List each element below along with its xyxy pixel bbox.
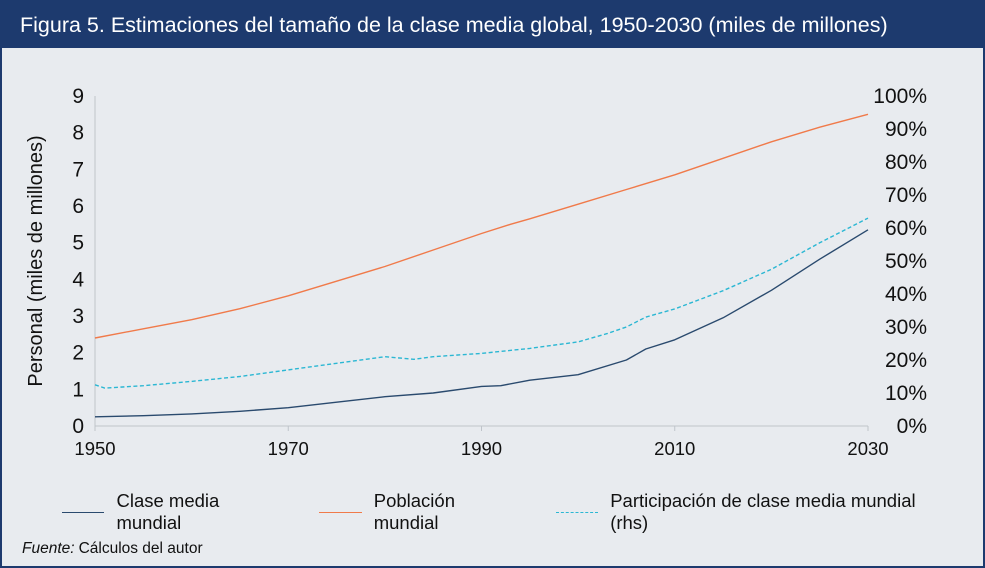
x-tick-label: 1990 — [461, 438, 502, 459]
legend: Clase media mundial Población mundial Pa… — [62, 490, 983, 534]
x-tick-label: 1950 — [74, 438, 115, 459]
legend-swatch-participacion — [555, 511, 599, 513]
legend-swatch-clase-media — [62, 511, 105, 513]
series-line-3 — [94, 217, 869, 389]
y2-tick-label: 80% — [885, 151, 927, 174]
y-tick-label: 7 — [72, 158, 84, 181]
source-note: Fuente: Cálculos del autor — [22, 540, 203, 558]
y2-tick-label: 20% — [885, 349, 927, 372]
line-chart: 01234567890%10%20%30%40%50%60%70%80%90%1… — [25, 85, 927, 459]
title-bar: Figura 5. Estimaciones del tamaño de la … — [2, 2, 983, 48]
legend-label-poblacion: Población mundial — [373, 490, 455, 533]
y2-tick-label: 60% — [885, 217, 927, 240]
source-label: Fuente: — [22, 540, 75, 557]
y2-tick-label: 100% — [873, 85, 927, 108]
y-tick-label: 0 — [72, 415, 84, 438]
y-axis-title: Personal (miles de millones) — [25, 135, 47, 386]
x-tick-label: 2010 — [654, 438, 695, 459]
chart-title: Figura 5. Estimaciones del tamaño de la … — [20, 13, 888, 37]
legend-label-participacion: Participación de clase media mundial (rh… — [610, 490, 916, 533]
y2-tick-label: 40% — [885, 283, 927, 306]
y-tick-label: 6 — [72, 195, 84, 218]
legend-swatch-poblacion — [319, 511, 362, 513]
series-line-1 — [94, 229, 869, 418]
source-text: Cálculos del autor — [78, 540, 203, 557]
y2-tick-label: 90% — [885, 118, 927, 141]
y2-tick-label: 30% — [885, 316, 927, 339]
y-tick-label: 2 — [72, 342, 84, 365]
x-tick-label: 2030 — [847, 438, 888, 459]
y-tick-label: 1 — [72, 378, 84, 401]
x-tick-label: 1970 — [268, 438, 309, 459]
legend-item-participacion: Participación de clase media mundial (rh… — [555, 490, 947, 534]
y-tick-label: 4 — [72, 268, 84, 291]
y2-tick-label: 0% — [897, 415, 927, 438]
legend-item-clase-media: Clase media mundial — [62, 490, 283, 534]
legend-item-poblacion: Población mundial — [319, 490, 519, 534]
y-tick-label: 9 — [72, 85, 84, 108]
y2-tick-label: 50% — [885, 250, 927, 273]
y-tick-label: 3 — [72, 305, 84, 328]
legend-label-clase-media: Clase media mundial — [116, 490, 220, 533]
y2-tick-label: 10% — [885, 382, 927, 405]
y-tick-label: 5 — [72, 232, 84, 255]
series-line-2 — [94, 113, 869, 339]
y-tick-label: 8 — [72, 122, 84, 145]
y2-tick-label: 70% — [885, 184, 927, 207]
